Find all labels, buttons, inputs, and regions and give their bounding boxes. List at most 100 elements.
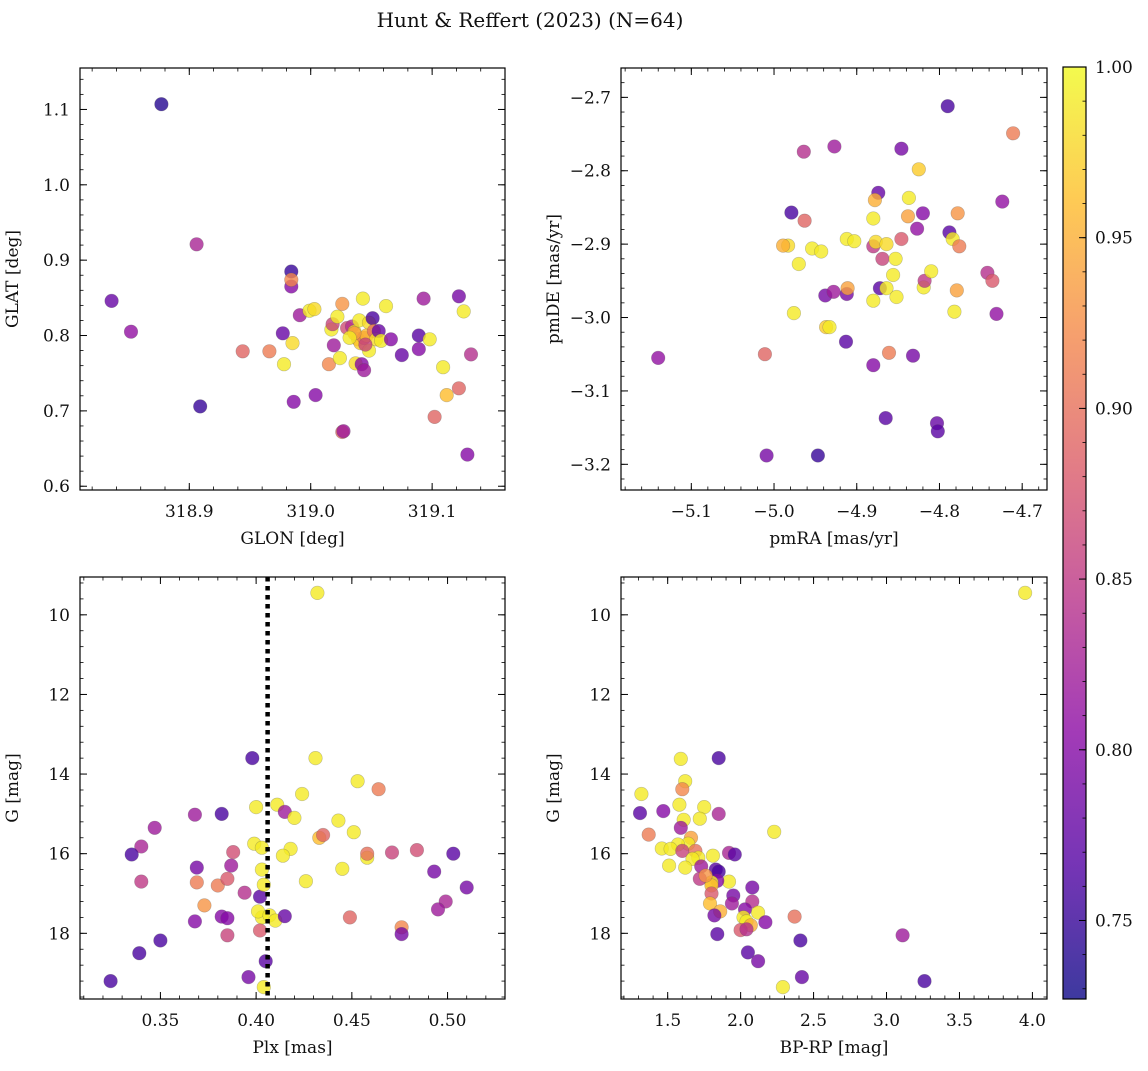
data-point (758, 915, 773, 930)
data-point (262, 344, 277, 359)
data-point (775, 238, 791, 253)
y-tick-label: −3.1 (570, 382, 611, 402)
x-tick-label: −4.7 (1002, 502, 1043, 522)
x-axis-label: Plx [mas] (252, 1038, 332, 1058)
x-tick-label: 319.1 (408, 502, 457, 522)
data-point (252, 889, 268, 904)
data-point (656, 803, 671, 819)
data-point (947, 304, 962, 319)
scatter-points (103, 585, 474, 995)
x-tick-label: 1.5 (654, 1011, 681, 1031)
data-point (463, 347, 479, 362)
data-point (220, 911, 235, 926)
data-point (901, 190, 917, 205)
data-point (287, 810, 302, 826)
panel-2: −5.1 −5.0 −4.9 −4.8 −4.7 −3.2 −3.1 −3.0 −2.9 −2.8… (544, 67, 1048, 549)
data-point (673, 751, 688, 767)
data-point (330, 309, 345, 324)
data-point (739, 922, 754, 937)
data-point (284, 272, 299, 287)
data-point (786, 306, 802, 321)
data-point (214, 806, 229, 822)
data-point (866, 293, 881, 308)
data-point (866, 211, 881, 226)
data-point (989, 306, 1004, 322)
y-tick-label: 14 (589, 765, 611, 785)
x-axis-label: BP-RP [mag] (780, 1038, 889, 1058)
data-point (154, 97, 169, 112)
data-point (446, 846, 461, 861)
data-point (995, 194, 1010, 209)
data-point (879, 281, 894, 296)
data-point (308, 750, 323, 766)
data-point (132, 946, 147, 961)
data-point (310, 585, 325, 601)
panel-3: 0.35 0.40 0.45 0.50 10 12 14 16 18 Plx [mas] G [ma… (3, 576, 506, 1058)
data-point (383, 332, 399, 347)
data-point (316, 827, 331, 843)
data-point (355, 291, 371, 306)
y-tick-label: 1.0 (43, 176, 70, 196)
data-point (326, 338, 341, 353)
data-point (757, 347, 773, 362)
scatter-points (104, 97, 479, 462)
data-point (847, 234, 862, 249)
panel-1: 318.9 319.0 319.1 0.6 0.7 0.8 0.9 1.0 1.1 GLON [d… (3, 67, 506, 549)
data-point (949, 283, 964, 298)
data-point (905, 348, 921, 363)
data-point (759, 448, 774, 463)
data-point (917, 973, 932, 989)
data-point (885, 267, 901, 283)
data-point (189, 860, 204, 875)
data-point (123, 324, 139, 339)
data-point (791, 256, 806, 272)
data-point (793, 933, 808, 948)
x-axis-label: GLON [deg] (240, 529, 344, 549)
x-axis-label: pmRA [mas/yr] (769, 529, 898, 549)
data-point (750, 954, 766, 969)
data-point (678, 860, 693, 875)
x-tick-label: 319.0 (286, 502, 335, 522)
data-point (308, 388, 323, 403)
y-tick-label: 14 (48, 765, 70, 785)
data-point (711, 750, 726, 766)
data-point (189, 237, 204, 252)
data-point (134, 874, 149, 889)
y-axis-label: G [mag] (3, 753, 23, 822)
data-point (275, 848, 291, 863)
data-point (235, 344, 250, 359)
y-axis-label: GLAT [deg] (3, 230, 23, 328)
data-point (661, 858, 677, 873)
y-tick-label: 12 (48, 685, 70, 705)
data-point (881, 345, 897, 360)
data-point (810, 448, 826, 463)
data-point (451, 289, 467, 304)
data-point (394, 348, 409, 363)
data-point (365, 311, 380, 326)
data-point (193, 399, 208, 414)
data-point (889, 289, 904, 305)
data-point (422, 332, 437, 347)
data-point (295, 786, 310, 802)
data-point (416, 291, 431, 306)
data-point (276, 357, 292, 372)
data-point (220, 871, 235, 886)
data-point (346, 825, 361, 840)
data-point (252, 923, 268, 938)
data-point (103, 973, 118, 989)
data-point (342, 910, 358, 925)
data-point (147, 820, 162, 835)
data-point (672, 797, 687, 812)
x-tick-label: 0.45 (333, 1011, 371, 1031)
x-tick-label: 3.5 (946, 1011, 973, 1031)
y-tick-label: −2.7 (570, 88, 611, 108)
data-point (241, 969, 256, 985)
x-tick-label: 0.40 (237, 1011, 275, 1031)
data-point (707, 908, 722, 923)
axes-frame (79, 67, 506, 491)
data-point (711, 806, 726, 822)
data-point (451, 381, 467, 396)
y-tick-label: 0.7 (43, 402, 70, 422)
data-point (237, 885, 252, 900)
